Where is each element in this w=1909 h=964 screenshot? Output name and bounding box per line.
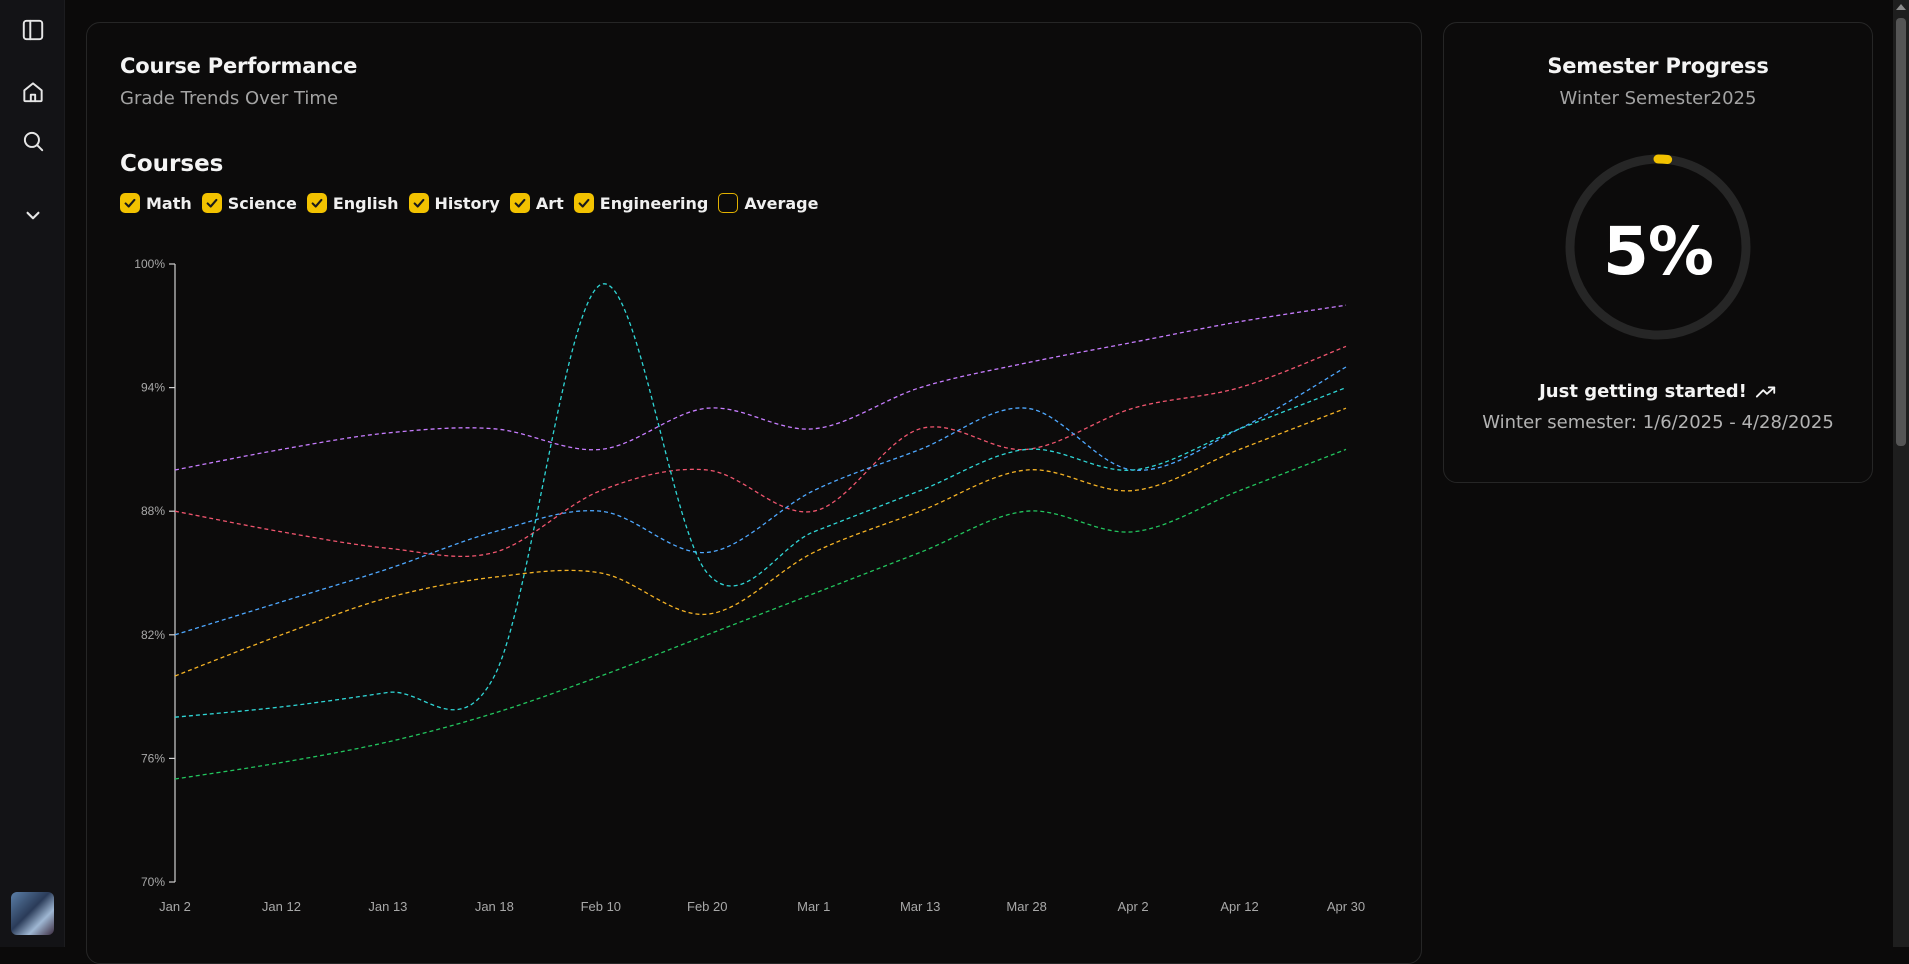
series-line-1: [174, 345, 1347, 558]
legend-item-science[interactable]: Science: [201, 193, 297, 213]
chevron-down-icon[interactable]: [20, 202, 46, 228]
series-line-3: [174, 283, 1347, 718]
progress-status: Just getting started!: [1444, 381, 1872, 402]
x-tick-label: Apr 12: [1220, 899, 1258, 914]
progress-subtitle: Winter Semester2025: [1559, 88, 1757, 109]
legend-label: Art: [535, 193, 564, 213]
progress-ring-fill: [1565, 154, 1751, 340]
legend-checkbox[interactable]: [408, 193, 429, 213]
series-line-4: [174, 407, 1347, 677]
semester-dates: Winter semester: 1/6/2025 - 4/28/2025: [1482, 412, 1834, 433]
page-scrollbar[interactable]: [1893, 0, 1909, 947]
checkmark-icon: [413, 198, 424, 208]
series-line-2: [174, 366, 1347, 636]
legend-checkbox[interactable]: [120, 193, 140, 213]
x-tick-label: Apr 30: [1327, 899, 1365, 914]
legend-label: Science: [227, 193, 297, 213]
checkmark-icon: [514, 198, 526, 208]
legend-item-math[interactable]: Math: [120, 193, 192, 213]
legend-label: Average: [744, 193, 819, 213]
course-performance-card: Course Performance Grade Trends Over Tim…: [86, 22, 1422, 964]
x-tick-label: Mar 28: [1006, 899, 1046, 914]
card-subtitle: Grade Trends Over Time: [120, 88, 339, 109]
card-title: Course Performance: [120, 54, 358, 78]
x-tick-label: Jan 12: [262, 899, 301, 914]
legend-item-engineering[interactable]: Engineering: [573, 193, 709, 213]
checkmark-icon: [206, 198, 218, 208]
y-tick-label: 70%: [141, 875, 165, 889]
x-tick-label: Jan 2: [159, 899, 191, 914]
sidebar: [0, 0, 65, 947]
legend-item-english[interactable]: English: [306, 193, 399, 213]
y-tick-label: 94%: [141, 381, 165, 395]
legend-checkbox[interactable]: [201, 193, 222, 213]
legend-checkbox[interactable]: [718, 193, 739, 213]
grade-trend-chart: 70% 76% 82% 88% 94% 100% Jan 2 Jan 12 Jan 13 Jan …: [134, 257, 1365, 914]
x-tick-label: Jan 18: [475, 899, 514, 914]
legend-checkbox[interactable]: [509, 193, 530, 213]
checkmark-icon: [124, 198, 136, 208]
x-tick-label: Mar 1: [797, 899, 830, 914]
legend-label: Engineering: [599, 193, 709, 213]
y-tick-label: 100%: [134, 257, 165, 271]
progress-status-text: Just getting started!: [1539, 381, 1747, 402]
y-tick-label: 88%: [141, 504, 165, 518]
x-tick-label: Apr 2: [1118, 899, 1149, 914]
x-tick-label: Mar 13: [900, 899, 940, 914]
scroll-up-arrow-icon[interactable]: [1896, 4, 1906, 10]
x-tick-label: Jan 13: [368, 899, 407, 914]
legend-label: History: [434, 193, 500, 213]
x-tick-label: Feb 10: [581, 899, 621, 914]
scrollbar-thumb[interactable]: [1896, 18, 1906, 446]
legend-item-history[interactable]: History: [408, 193, 500, 213]
progress-percent: 5%: [1602, 213, 1714, 290]
home-icon[interactable]: [20, 79, 46, 105]
legend-label: English: [332, 193, 399, 213]
semester-progress-card: Semester Progress Winter Semester2025 5%…: [1443, 22, 1873, 483]
legend-label: Math: [146, 193, 192, 213]
progress-ring: [1565, 154, 1751, 340]
y-tick-label: 82%: [141, 628, 165, 642]
legend-checkbox[interactable]: [573, 193, 594, 213]
legend-item-average[interactable]: Average: [718, 193, 818, 213]
series-line-0: [174, 304, 1347, 471]
courses-heading: Courses: [120, 151, 224, 177]
series-line-5: [174, 448, 1347, 780]
checkmark-icon: [311, 198, 323, 208]
legend-checkbox[interactable]: [306, 193, 327, 213]
progress-title: Semester Progress: [1547, 54, 1769, 78]
sidebar-toggle-icon[interactable]: [20, 17, 46, 43]
x-tick-label: Feb 20: [687, 899, 727, 914]
y-tick-label: 76%: [141, 751, 165, 765]
trending-up-icon: [1755, 386, 1776, 398]
checkmark-icon: [578, 198, 590, 208]
legend-item-art[interactable]: Art: [509, 193, 564, 213]
search-icon[interactable]: [20, 128, 46, 154]
avatar[interactable]: [11, 892, 54, 935]
course-legend: Math Science English History Art Engineering A…: [120, 193, 828, 213]
